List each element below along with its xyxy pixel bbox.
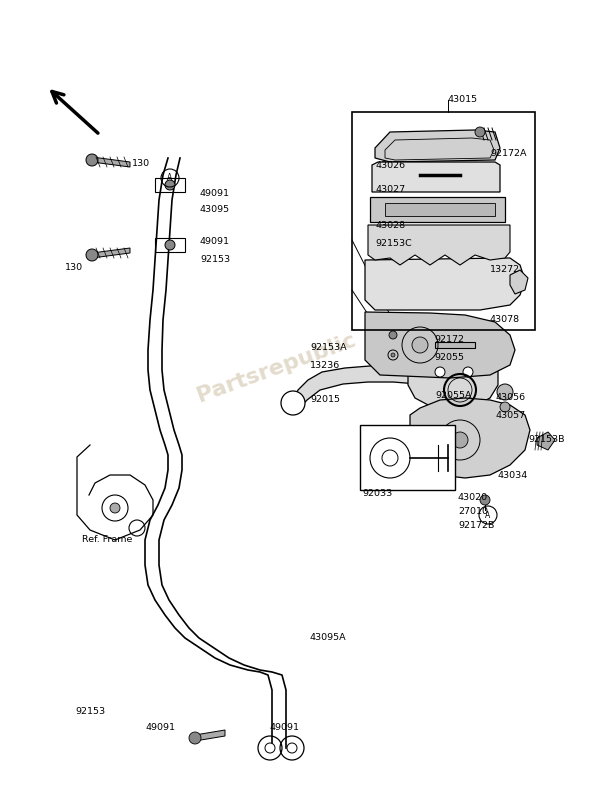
Circle shape (435, 367, 445, 377)
Circle shape (86, 154, 98, 166)
Text: 49091: 49091 (200, 237, 230, 247)
Text: 43078: 43078 (490, 316, 520, 324)
Text: 49091: 49091 (145, 724, 175, 733)
Circle shape (500, 402, 510, 412)
Text: 13236: 13236 (310, 360, 340, 369)
Text: A: A (167, 173, 173, 182)
Circle shape (463, 367, 473, 377)
Text: 13272: 13272 (490, 265, 520, 275)
Text: 43015: 43015 (447, 94, 477, 104)
Circle shape (165, 240, 175, 250)
Polygon shape (92, 248, 130, 258)
Text: 43020: 43020 (458, 494, 488, 503)
Circle shape (189, 732, 201, 744)
Text: Partsrepublic: Partsrepublic (194, 329, 359, 406)
Text: 43026: 43026 (375, 161, 405, 169)
Polygon shape (293, 366, 450, 410)
Text: 43028: 43028 (375, 221, 405, 229)
Circle shape (287, 743, 297, 753)
Text: 43034: 43034 (497, 471, 527, 479)
Text: 92153B: 92153B (528, 435, 564, 444)
Polygon shape (372, 162, 500, 192)
Polygon shape (537, 432, 555, 450)
Polygon shape (510, 270, 528, 294)
Text: 92172A: 92172A (490, 149, 527, 157)
Text: 92153A: 92153A (310, 344, 346, 352)
Circle shape (497, 384, 513, 400)
Circle shape (391, 353, 395, 357)
Text: 92033: 92033 (362, 488, 392, 498)
Text: 27010: 27010 (458, 507, 488, 516)
Polygon shape (365, 258, 525, 310)
Circle shape (281, 391, 305, 415)
Polygon shape (375, 130, 500, 162)
Polygon shape (365, 312, 515, 378)
Circle shape (165, 180, 175, 190)
Polygon shape (370, 197, 505, 222)
Text: 92055: 92055 (434, 353, 464, 363)
Text: 43095: 43095 (200, 205, 230, 214)
Text: 43056: 43056 (495, 393, 525, 403)
Polygon shape (385, 203, 495, 216)
Text: Ref. Frame: Ref. Frame (82, 535, 133, 544)
Circle shape (452, 432, 468, 448)
Text: 92015: 92015 (310, 396, 340, 404)
Circle shape (110, 503, 120, 513)
Circle shape (412, 337, 428, 353)
Text: 43027: 43027 (375, 185, 405, 194)
Text: A: A (485, 511, 491, 519)
Circle shape (480, 495, 490, 505)
Circle shape (265, 743, 275, 753)
Polygon shape (408, 343, 498, 408)
Text: 92153C: 92153C (375, 238, 412, 248)
Polygon shape (360, 425, 455, 490)
Circle shape (389, 331, 397, 339)
Text: 92055A: 92055A (435, 391, 472, 400)
Text: 43057: 43057 (495, 411, 525, 419)
Text: 92172: 92172 (434, 336, 464, 344)
Text: 130: 130 (65, 263, 83, 272)
Circle shape (86, 249, 98, 261)
Text: 92153: 92153 (200, 255, 230, 264)
Text: 43095A: 43095A (310, 634, 346, 642)
Polygon shape (195, 730, 225, 741)
Polygon shape (92, 157, 130, 167)
Polygon shape (435, 342, 475, 348)
Circle shape (475, 127, 485, 137)
Text: 92172B: 92172B (458, 522, 494, 531)
Text: 130: 130 (132, 158, 150, 168)
Text: 49091: 49091 (270, 724, 300, 733)
Polygon shape (368, 225, 510, 265)
Polygon shape (410, 398, 530, 478)
Text: 49091: 49091 (200, 189, 230, 197)
Text: 92153: 92153 (75, 707, 105, 717)
